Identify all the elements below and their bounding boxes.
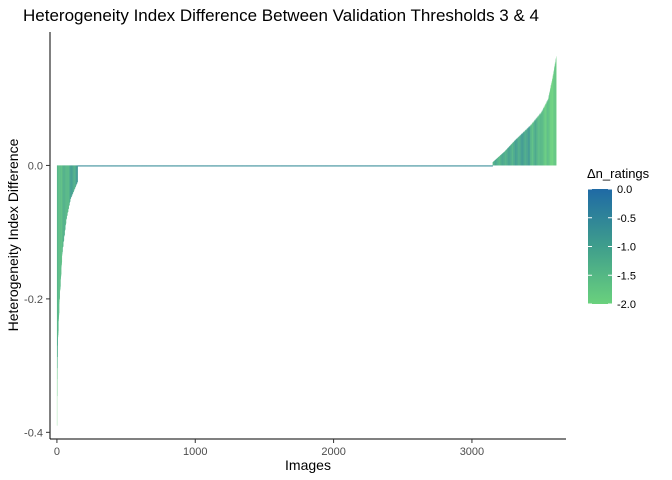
y-tick-label: -0.4 [24, 427, 43, 439]
legend-tick-label: -1.5 [617, 270, 636, 282]
legend-tick-label: -0.5 [617, 213, 636, 225]
legend-title: Δn_ratings [587, 166, 650, 181]
legend-tick-label: 0.0 [617, 184, 632, 196]
x-tick-label: 3000 [460, 446, 484, 458]
chart-title: Heterogeneity Index Difference Between V… [23, 6, 539, 25]
y-tick-label: 0.0 [28, 160, 43, 172]
x-tick-label: 0 [54, 446, 60, 458]
y-axis-ticks: -0.4 -0.2 0.0 [24, 160, 50, 439]
x-axis-title: Images [285, 457, 331, 473]
legend-tick-label: -1.0 [617, 242, 636, 254]
y-axis-title: Heterogeneity Index Difference [5, 138, 21, 331]
x-tick-label: 2000 [321, 446, 345, 458]
color-legend: Δn_ratings 0.0 -0.5 -1.0 -1.5 -2.0 [587, 166, 650, 311]
legend-ticks: 0.0 -0.5 -1.0 -1.5 -2.0 [588, 184, 636, 311]
x-tick-label: 1000 [183, 446, 207, 458]
legend-tick-label: -2.0 [617, 299, 636, 311]
y-tick-label: -0.2 [24, 294, 43, 306]
x-axis-ticks: 0 1000 2000 3000 [54, 439, 484, 458]
bars-layer [56, 56, 557, 426]
